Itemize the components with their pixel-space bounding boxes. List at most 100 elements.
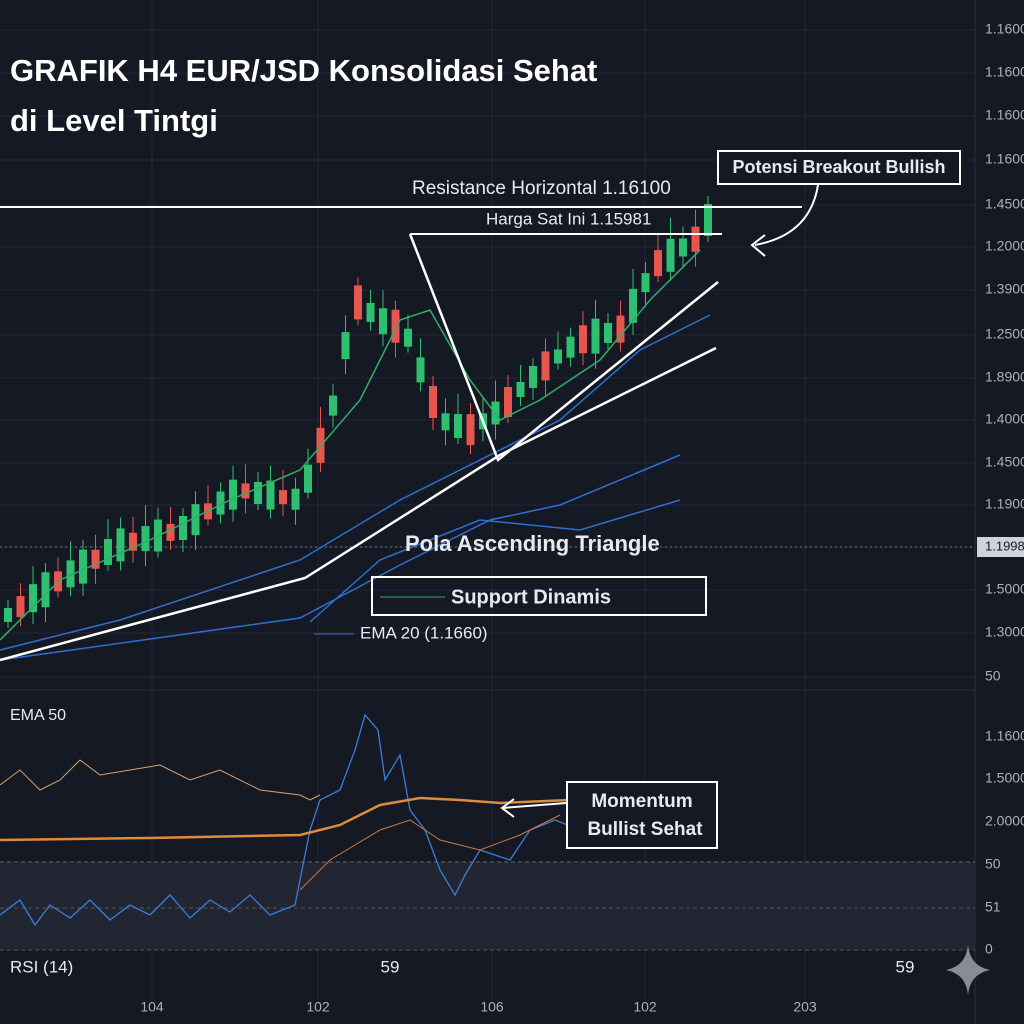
- y-tick-label: 50: [985, 856, 1001, 872]
- annotation: Pola Ascending Triangle: [405, 531, 660, 556]
- candle-body: [454, 414, 462, 438]
- y-tick-label: 1.1600: [985, 151, 1024, 167]
- candle-body: [66, 560, 75, 588]
- y-tick-label: 1.4000: [985, 411, 1024, 427]
- y-tick-label: 1.1600: [985, 728, 1024, 744]
- candle-body: [641, 273, 650, 293]
- rsi-line: [0, 759, 321, 801]
- y-tick-label: 1.4500: [985, 454, 1024, 470]
- candle-body: [504, 387, 512, 417]
- candle-body: [341, 332, 350, 360]
- annotation-box: [717, 150, 961, 185]
- candle-body: [291, 488, 300, 510]
- candle-body: [679, 238, 687, 257]
- arrow: [750, 184, 819, 257]
- candle-body: [141, 526, 150, 552]
- candle-body: [79, 549, 87, 584]
- candle-body: [266, 480, 275, 510]
- annotation: EMA 20 (1.1660): [360, 623, 488, 642]
- price-tag: [977, 537, 1024, 557]
- candle-body: [16, 596, 25, 618]
- candle-body: [579, 325, 587, 354]
- candle-body: [241, 483, 250, 499]
- x-tick-label: 203: [793, 999, 817, 1015]
- ema-line: [0, 454, 681, 661]
- pane-label: 59: [381, 957, 400, 976]
- candle-body: [566, 336, 575, 358]
- candle-body: [604, 323, 612, 343]
- ema-line: [309, 499, 681, 623]
- candle-body: [304, 464, 312, 493]
- arrow: [500, 798, 567, 818]
- candle-body: [654, 250, 662, 277]
- y-tick-label: 1.1998: [985, 538, 1024, 553]
- candle-body: [541, 351, 550, 381]
- candle-body: [279, 490, 287, 505]
- candle-body: [416, 357, 425, 383]
- axis-labels: 1.1600 1.1600 1.1600 1.1600 1.4500 1.2000 1.39…: [140, 21, 1024, 1015]
- support-line: [0, 346, 717, 662]
- candle-body: [41, 572, 50, 608]
- rsi-line: [0, 796, 571, 842]
- candle-body: [629, 288, 637, 323]
- candle-body: [466, 414, 475, 446]
- candle-body: [516, 382, 525, 397]
- candle-body: [129, 532, 137, 551]
- ema-line: [0, 249, 701, 641]
- annotation: Harga Sat Ini 1.15981: [486, 209, 651, 228]
- y-tick-label: 51: [985, 899, 1001, 915]
- pane-label: 59: [896, 957, 915, 976]
- annotation: Resistance Horizontal 1.16100: [412, 178, 671, 199]
- title: di Level Tintgi: [10, 103, 218, 138]
- candle-body: [254, 482, 262, 504]
- candle-body: [591, 318, 600, 354]
- annotation: RSI (14): [10, 957, 73, 976]
- candle-body: [666, 238, 675, 272]
- candle-body: [441, 413, 450, 431]
- candle-body: [529, 366, 537, 388]
- candle-body: [704, 204, 712, 236]
- candle-body: [116, 528, 125, 562]
- y-tick-label: 0: [985, 941, 993, 957]
- x-tick-label: 104: [140, 999, 164, 1015]
- y-tick-label: 2.0000: [985, 813, 1024, 829]
- candle-body: [191, 504, 200, 536]
- y-tick-label: 1.1600: [985, 107, 1024, 123]
- candle-body: [379, 308, 387, 335]
- candle-body: [216, 491, 225, 515]
- annotation: Bullist Sehat: [587, 819, 703, 840]
- candle-body: [616, 315, 625, 343]
- candle-body: [29, 584, 37, 613]
- y-tick-label: 50: [985, 668, 1001, 684]
- x-tick-label: 102: [633, 999, 657, 1015]
- annotation: Momentum: [591, 791, 692, 812]
- candle-body: [404, 328, 412, 347]
- y-tick-label: 1.3000: [985, 624, 1024, 640]
- annotation-box: [371, 576, 707, 616]
- y-tick-label: 1.1600: [985, 21, 1024, 37]
- candle-body: [229, 479, 237, 510]
- annotation: EMA 50: [10, 707, 66, 724]
- x-tick-label: 106: [480, 999, 504, 1015]
- candle-body: [329, 395, 337, 416]
- y-tick-label: 1.8900: [985, 369, 1024, 385]
- y-tick-label: 1.5000: [985, 581, 1024, 597]
- x-tick-label: 102: [306, 999, 330, 1015]
- y-tick-label: 1.1600: [985, 64, 1024, 80]
- y-tick-label: 1.5000: [985, 770, 1024, 786]
- candle-body: [354, 285, 362, 320]
- candle-body: [554, 349, 562, 364]
- candle-body: [366, 302, 375, 322]
- y-tick-label: 1.1900: [985, 496, 1024, 512]
- y-tick-label: 1.3900: [985, 281, 1024, 297]
- candle-body: [91, 549, 100, 569]
- rsi-band: [0, 862, 975, 950]
- title: GRAFIK H4 EUR/JSD Konsolidasi Sehat: [10, 53, 597, 88]
- y-tick-label: 1.4500: [985, 196, 1024, 212]
- annotation: Support Dinamis: [451, 586, 611, 608]
- rsi-line: [0, 713, 581, 927]
- grid: [0, 0, 975, 1000]
- annotation-box: [566, 781, 718, 849]
- candle-body: [4, 608, 12, 622]
